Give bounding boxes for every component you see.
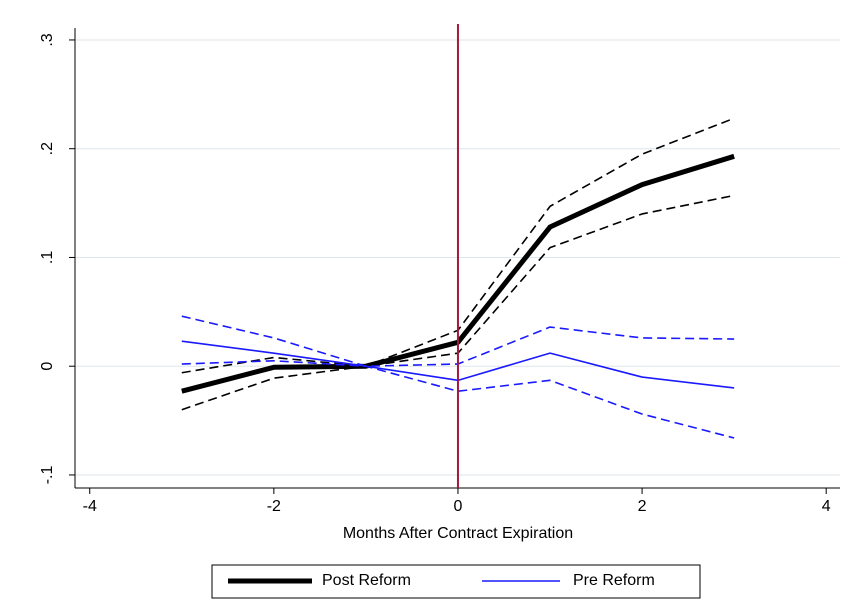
x-tick-label: 2	[638, 498, 647, 515]
y-tick-label: .1	[39, 251, 56, 264]
legend-label: Post Reform	[322, 572, 411, 589]
x-tick-label: -2	[267, 498, 281, 515]
y-tick-label: 0	[39, 362, 56, 371]
x-axis-label: Months After Contract Expiration	[343, 525, 573, 542]
x-tick-label: 4	[822, 498, 831, 515]
x-tick-label: 0	[454, 498, 463, 515]
legend-label: Pre Reform	[573, 572, 655, 589]
series-line	[181, 359, 735, 439]
y-tick-label: .3	[39, 33, 56, 46]
x-tick-label: -4	[83, 498, 97, 515]
y-tick-label: .2	[39, 142, 56, 155]
y-tick-label: -.1	[39, 466, 56, 485]
